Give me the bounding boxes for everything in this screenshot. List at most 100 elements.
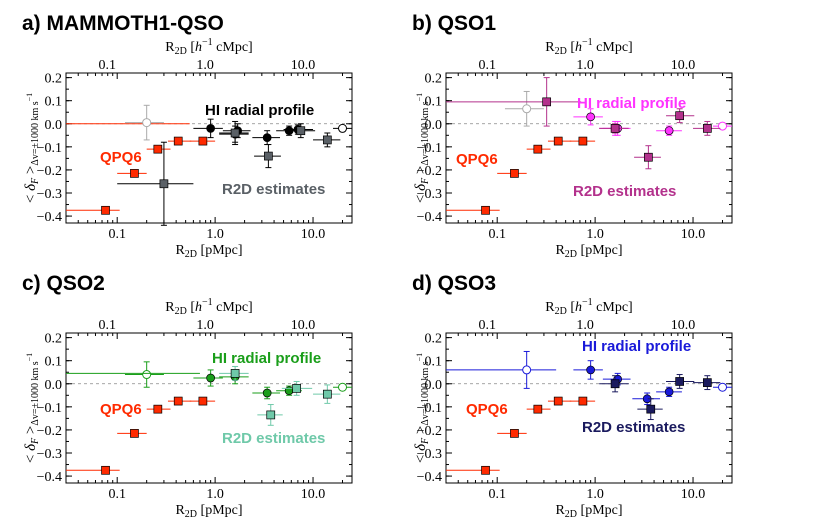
data-point-square — [322, 389, 332, 399]
data-point-square — [578, 396, 588, 406]
annotation-qpq6: QPQ6 — [100, 401, 142, 418]
y-tick-label: 0.1 — [45, 95, 63, 110]
data-point-square — [481, 465, 490, 475]
data-point-circle — [206, 373, 215, 383]
x-axis-label-unit: [pMpc] — [197, 503, 243, 518]
data-point-circle — [262, 133, 272, 142]
y-axis-label-close: > — [413, 426, 429, 438]
x-axis-label-top-unit: cMpc] — [593, 40, 633, 55]
y-tick-label: −0.1 — [37, 141, 62, 156]
data-point-square — [646, 404, 656, 414]
data-point-circle-open — [718, 382, 728, 392]
chart-panel-1: a) MAMMOTH1-QSO −0.4 −0.3 −0.2 −0.1 0.0 0.1 0.2… — [22, 12, 353, 260]
series-r2d-estimates — [599, 374, 721, 421]
data-point-square — [553, 136, 563, 146]
x-axis-label-top-exp: −1 — [582, 37, 593, 48]
y-tick-label: 0.1 — [45, 355, 63, 370]
y-tick-label: 0.2 — [425, 72, 443, 87]
x-axis-label-top-exp: −1 — [202, 37, 213, 48]
data-point-circle-open — [718, 121, 728, 131]
data-point-square — [159, 179, 169, 189]
x-axis-label-R: R — [555, 243, 565, 258]
x-axis-label-top-exp: −1 — [582, 297, 593, 308]
y-tick-label: −0.3 — [417, 447, 442, 462]
y-axis-label-exp: −1 — [415, 353, 424, 362]
y-axis-label-sub: Δv=±1000 km s — [420, 101, 431, 165]
data-point-square — [510, 169, 519, 178]
data-point-square — [173, 136, 183, 146]
annotation-qpq6: QPQ6 — [100, 149, 142, 166]
series-qpq6 — [446, 396, 596, 475]
data-point-circle-open — [522, 365, 532, 375]
data-point-circle-open — [142, 370, 152, 380]
y-tick-label: −0.4 — [37, 470, 62, 485]
x-axis-label-unit: [pMpc] — [577, 503, 623, 518]
x-axis-label-top-R: R — [545, 300, 555, 315]
y-tick-label: 0.0 — [425, 118, 443, 133]
x-axis-label-sub: 2D — [565, 509, 577, 519]
series-hi-radial-profile — [124, 361, 352, 400]
y-axis-label: < δF >Δv=±1000 km s−1 — [23, 353, 41, 463]
y-axis-label-close: > — [23, 426, 39, 438]
top-x-tick-label: 0.1 — [98, 58, 116, 73]
y-axis-label: < δF >Δv=±1000 km s−1 — [23, 93, 41, 203]
annotation-hi-radial-profile: HI radial profile — [577, 95, 686, 112]
y-axis-label-open: < — [413, 191, 429, 203]
x-axis-label-top-R: R — [165, 40, 175, 55]
data-point-square — [198, 136, 208, 146]
y-tick-label: −0.2 — [37, 424, 62, 439]
data-point-square — [101, 205, 110, 215]
plot-frame — [65, 72, 353, 224]
x-axis-label-top-unit: cMpc] — [213, 300, 253, 315]
y-axis-label-delta: δ — [413, 183, 429, 191]
y-axis-label: < δF >Δv=±1000 km s−1 — [413, 93, 431, 203]
plot-frame — [445, 72, 733, 224]
data-point-square — [481, 205, 490, 215]
x-tick-label: 1.0 — [586, 227, 604, 242]
y-axis-label-sub: Δv=±1000 km s — [420, 361, 431, 425]
x-axis-label-bottom: R2D [pMpc] — [555, 503, 622, 519]
data-point-circle-open — [142, 118, 152, 128]
y-tick-label: 0.2 — [45, 332, 63, 347]
y-axis-label-F: F — [30, 437, 41, 445]
series-r2d-estimates — [446, 77, 721, 170]
x-tick-label: 0.1 — [108, 487, 126, 502]
top-x-tick-label: 10.0 — [671, 318, 696, 333]
y-tick-label: 0.2 — [425, 332, 443, 347]
top-x-tick-label: 10.0 — [671, 58, 696, 73]
y-tick-label: 0.0 — [45, 378, 63, 393]
data-point-circle-open — [338, 123, 348, 133]
data-point-square — [510, 429, 519, 438]
top-x-tick-label: 10.0 — [291, 318, 316, 333]
x-axis-label-sub: 2D — [185, 509, 197, 519]
annotation-r2d-estimates: R2D estimates — [582, 419, 685, 436]
data-point-square — [230, 128, 240, 138]
y-tick-label: 0.0 — [45, 118, 63, 133]
x-tick-label: 10.0 — [681, 487, 706, 502]
x-axis-label-top: R2D [h−1 cMpc] — [545, 37, 632, 57]
data-point-square — [675, 377, 685, 386]
data-point-square — [578, 136, 588, 146]
series-r2d-estimates — [117, 120, 341, 226]
x-tick-label: 0.1 — [108, 227, 126, 242]
y-axis-label-open: < — [23, 451, 39, 463]
x-axis-label-top-sub: 2D — [555, 306, 567, 317]
x-axis-label-top-open: [ — [187, 300, 196, 315]
data-point-circle — [586, 365, 595, 375]
y-tick-label: −0.2 — [417, 424, 442, 439]
x-axis-label-top-unit: cMpc] — [213, 40, 253, 55]
x-axis-label-top-unit: cMpc] — [593, 300, 633, 315]
x-axis-label-top-sub: 2D — [175, 306, 187, 317]
data-point-square — [702, 378, 712, 387]
y-axis-label-delta: δ — [413, 443, 429, 451]
plot-frame — [445, 332, 733, 484]
top-x-tick-label: 0.1 — [98, 318, 116, 333]
x-axis-label-sub: 2D — [185, 249, 197, 260]
x-tick-label: 10.0 — [301, 227, 326, 242]
y-axis-label-close: > — [23, 166, 39, 178]
series-qpq6 — [66, 396, 216, 475]
data-point-circle-open — [338, 382, 348, 392]
annotation-hi-radial-profile: HI radial profile — [212, 350, 321, 367]
series-r2d-estimates — [219, 365, 341, 426]
